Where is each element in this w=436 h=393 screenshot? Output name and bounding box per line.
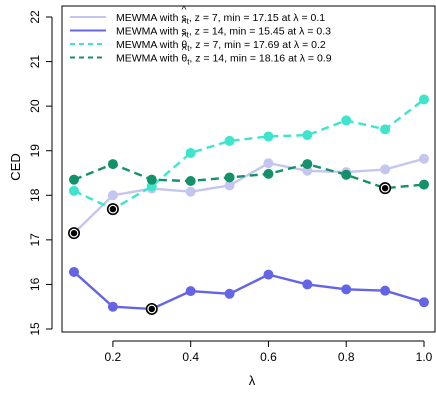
y-tick-label: 19 <box>28 144 42 158</box>
legend-entry: MEWMA with θt, z = 14, min = 18.16 at λ … <box>70 45 332 67</box>
y-tick-label: 20 <box>28 99 42 113</box>
data-point <box>419 153 429 164</box>
data-point <box>302 279 313 290</box>
data-point <box>224 172 235 183</box>
data-point <box>224 135 235 146</box>
legend-entry: MEWMA with θt, z = 7, min = 17.69 at λ =… <box>70 31 326 53</box>
y-axis-title: CED <box>8 153 23 180</box>
x-axis-title: λ <box>249 373 256 388</box>
series-3 <box>69 94 429 216</box>
data-point <box>69 185 79 196</box>
legend-label: MEWMA with θt, z = 14, min = 18.16 at λ … <box>116 53 332 67</box>
data-point <box>302 159 313 170</box>
data-point <box>107 190 118 201</box>
legend-entry: MEWMA with st, z = 14, min = 15.45 at λ … <box>70 18 331 40</box>
data-point <box>185 176 196 187</box>
data-point <box>109 205 117 213</box>
data-point <box>146 174 157 185</box>
x-tick-label: 0.8 <box>338 350 355 364</box>
y-axis: 15 16 17 18 19 20 21 22 <box>28 10 53 336</box>
data-point <box>185 186 196 197</box>
x-tick-label: 0.6 <box>260 350 277 364</box>
legend-symbol-accent: ^ <box>182 31 187 43</box>
legend-symbol-accent: ^ <box>182 45 187 57</box>
data-point <box>69 266 79 277</box>
x-tick-label: 0.2 <box>105 350 122 364</box>
y-tick-label: 18 <box>28 188 42 202</box>
data-point <box>224 180 235 191</box>
series-line <box>73 98 425 211</box>
data-point <box>107 159 118 170</box>
series-4 <box>69 159 429 195</box>
data-point <box>263 168 274 179</box>
data-point <box>69 174 79 185</box>
y-tick-label: 17 <box>28 233 42 247</box>
data-point <box>185 286 196 297</box>
data-point <box>263 131 274 142</box>
data-point <box>341 169 352 180</box>
data-point <box>380 124 391 135</box>
data-point <box>380 164 391 175</box>
x-tick-label: 0.4 <box>182 350 199 364</box>
y-tick-label: 15 <box>28 322 42 336</box>
y-tick-label: 16 <box>28 277 42 291</box>
legend-label: MEWMA with st, z = 14, min = 15.45 at λ … <box>116 26 331 40</box>
series-1 <box>68 153 429 240</box>
data-point <box>419 179 429 190</box>
data-point <box>263 158 274 169</box>
legend-entry: MEWMA with st, z = 7, min = 17.15 at λ =… <box>70 4 325 26</box>
legend: MEWMA with st, z = 7, min = 17.15 at λ =… <box>70 4 332 67</box>
series-2 <box>69 266 429 315</box>
data-point <box>341 115 352 126</box>
legend-symbol-accent: ^ <box>182 18 187 30</box>
legend-label: MEWMA with st, z = 7, min = 17.15 at λ =… <box>116 12 325 26</box>
series-line <box>73 271 425 311</box>
data-point <box>185 147 196 158</box>
x-axis: 0.2 0.4 0.6 0.8 1.0 <box>105 340 433 364</box>
data-point <box>419 94 429 105</box>
legend-symbol-accent: ^ <box>182 4 187 16</box>
data-point <box>107 301 118 312</box>
data-point <box>419 297 429 308</box>
series-line <box>73 162 425 190</box>
data-point <box>380 285 391 296</box>
data-point <box>302 130 313 141</box>
data-point <box>263 269 274 280</box>
data-point <box>381 184 389 192</box>
y-tick-label: 21 <box>28 55 42 69</box>
legend-label: MEWMA with θt, z = 7, min = 17.69 at λ =… <box>116 39 326 53</box>
data-point <box>224 288 235 299</box>
plot-box <box>61 5 436 333</box>
y-tick-label: 22 <box>28 10 42 24</box>
series-line <box>73 157 425 235</box>
x-tick-label: 1.0 <box>416 350 433 364</box>
series-layer <box>68 94 429 315</box>
data-point <box>70 229 78 237</box>
data-point <box>148 305 155 313</box>
data-point <box>341 284 352 295</box>
